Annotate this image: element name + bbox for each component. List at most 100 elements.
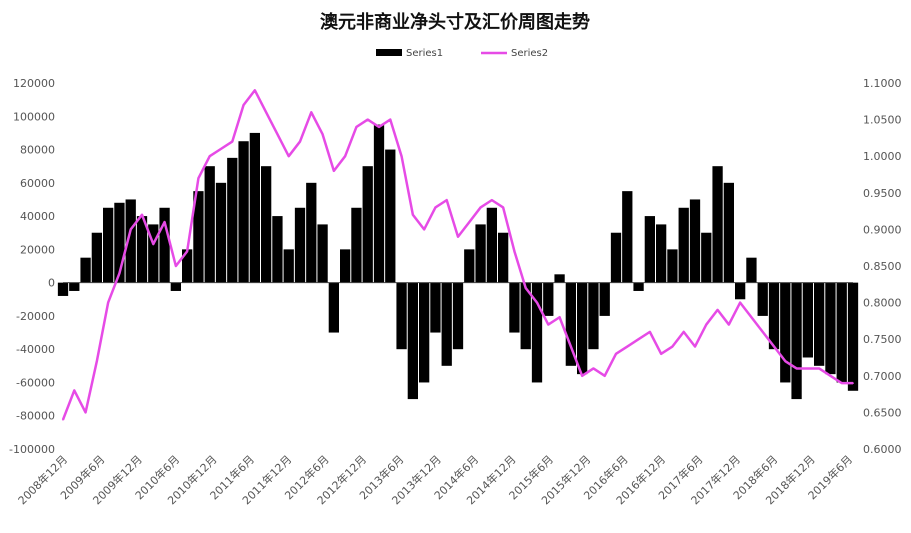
series1-bar [656, 224, 667, 283]
series1-bar [362, 166, 373, 283]
series1-bar [238, 141, 249, 283]
series2-point [490, 199, 493, 202]
series1-bar [57, 282, 69, 296]
series1-bar [554, 274, 565, 283]
series2-point [694, 345, 696, 348]
y-left-tick-label: 120000 [13, 77, 55, 90]
series1-bar [294, 207, 306, 283]
series2-point [84, 411, 87, 414]
series1-bar [272, 216, 283, 283]
series1-bar [204, 166, 215, 283]
series1-bar [757, 282, 768, 316]
series2-point [389, 118, 392, 121]
y-right-tick-label: 1.1000 [863, 77, 902, 90]
x-axis: 2008年12月2009年6月2009年12月2010年6月2010年12月20… [15, 452, 855, 507]
y-left-axis: -100000 -80000 -60000 -40000 -20000 0 20000 400… [9, 77, 55, 456]
series1-bar [599, 282, 610, 316]
series1-bar [182, 249, 193, 283]
series1-bar [136, 216, 148, 283]
series2-point [423, 228, 426, 231]
y-right-tick-label: 0.7500 [863, 333, 902, 346]
series1-bar [802, 282, 813, 358]
series1-bars [57, 124, 859, 400]
series2-point [186, 250, 189, 253]
series2-line [61, 89, 853, 421]
series1-bar [249, 132, 260, 283]
series1-bar [148, 224, 159, 283]
y-left-tick-label: 60000 [20, 177, 55, 190]
series1-bar [125, 199, 136, 283]
series2-point [806, 367, 809, 370]
series2-point [536, 301, 538, 304]
y-left-tick-label: 100000 [13, 110, 55, 123]
series1-bar [114, 202, 125, 283]
series2-point [287, 155, 290, 158]
series2-point [231, 140, 234, 143]
y-left-tick-label: -40000 [16, 343, 55, 356]
series2-point [95, 360, 98, 363]
series2-point [648, 330, 651, 333]
series1-bar [351, 207, 362, 283]
series1-bar [520, 282, 531, 350]
series2-point [581, 374, 584, 377]
series2-point [524, 287, 527, 289]
series2-point [660, 352, 663, 355]
series2-point [163, 221, 166, 223]
series1-bar [419, 282, 430, 383]
series2-point [727, 323, 730, 326]
series1-bar [430, 282, 441, 333]
series2-point [716, 309, 719, 311]
series2-point [705, 323, 708, 326]
series2-point [299, 140, 301, 143]
y-right-tick-label: 0.9500 [863, 187, 902, 200]
series2-point [592, 367, 595, 370]
series1-bar [509, 282, 520, 333]
series1-bar [565, 282, 576, 366]
series2-point [479, 206, 482, 209]
series2-point [682, 330, 685, 333]
series1-bar [486, 207, 497, 283]
series1-bar [577, 282, 588, 375]
y-right-tick-label: 0.6000 [863, 443, 902, 456]
series2-point [73, 389, 76, 392]
series2-point [242, 104, 245, 106]
series1-bar [159, 207, 170, 283]
series2-point [615, 352, 617, 355]
series1-bar [373, 124, 385, 283]
y-left-tick-label: 20000 [20, 243, 55, 256]
series2-point [603, 374, 606, 377]
series2-point [513, 250, 516, 253]
series1-bar [678, 207, 689, 283]
series1-bar [69, 282, 80, 291]
series1-bar [825, 282, 836, 375]
series2-point [502, 206, 505, 209]
series2-point [569, 345, 572, 348]
series2-point [253, 89, 256, 92]
series2-point [457, 235, 459, 238]
y-left-tick-label: 40000 [20, 210, 55, 223]
series1-bar [588, 282, 599, 350]
series1-bar [91, 232, 102, 283]
series2-point [784, 360, 787, 363]
series1-bar [622, 191, 633, 283]
series2-point [558, 316, 561, 319]
series1-bar [103, 207, 114, 283]
series2-point [411, 213, 414, 216]
series2-point [332, 169, 335, 172]
series1-bar [396, 282, 407, 350]
series1-bar [452, 282, 464, 350]
series2-point [366, 118, 369, 121]
series1-bar [80, 257, 91, 283]
y-right-tick-label: 0.8000 [863, 297, 902, 310]
series1-bar [701, 232, 712, 283]
series1-bar [633, 282, 644, 291]
series1-bar [317, 224, 328, 283]
series1-bar [791, 282, 802, 400]
series1-bar [464, 249, 475, 283]
y-left-tick-label: -20000 [16, 310, 55, 323]
series1-bar [215, 182, 227, 283]
series2-point [852, 382, 854, 385]
series2-point [174, 265, 177, 267]
